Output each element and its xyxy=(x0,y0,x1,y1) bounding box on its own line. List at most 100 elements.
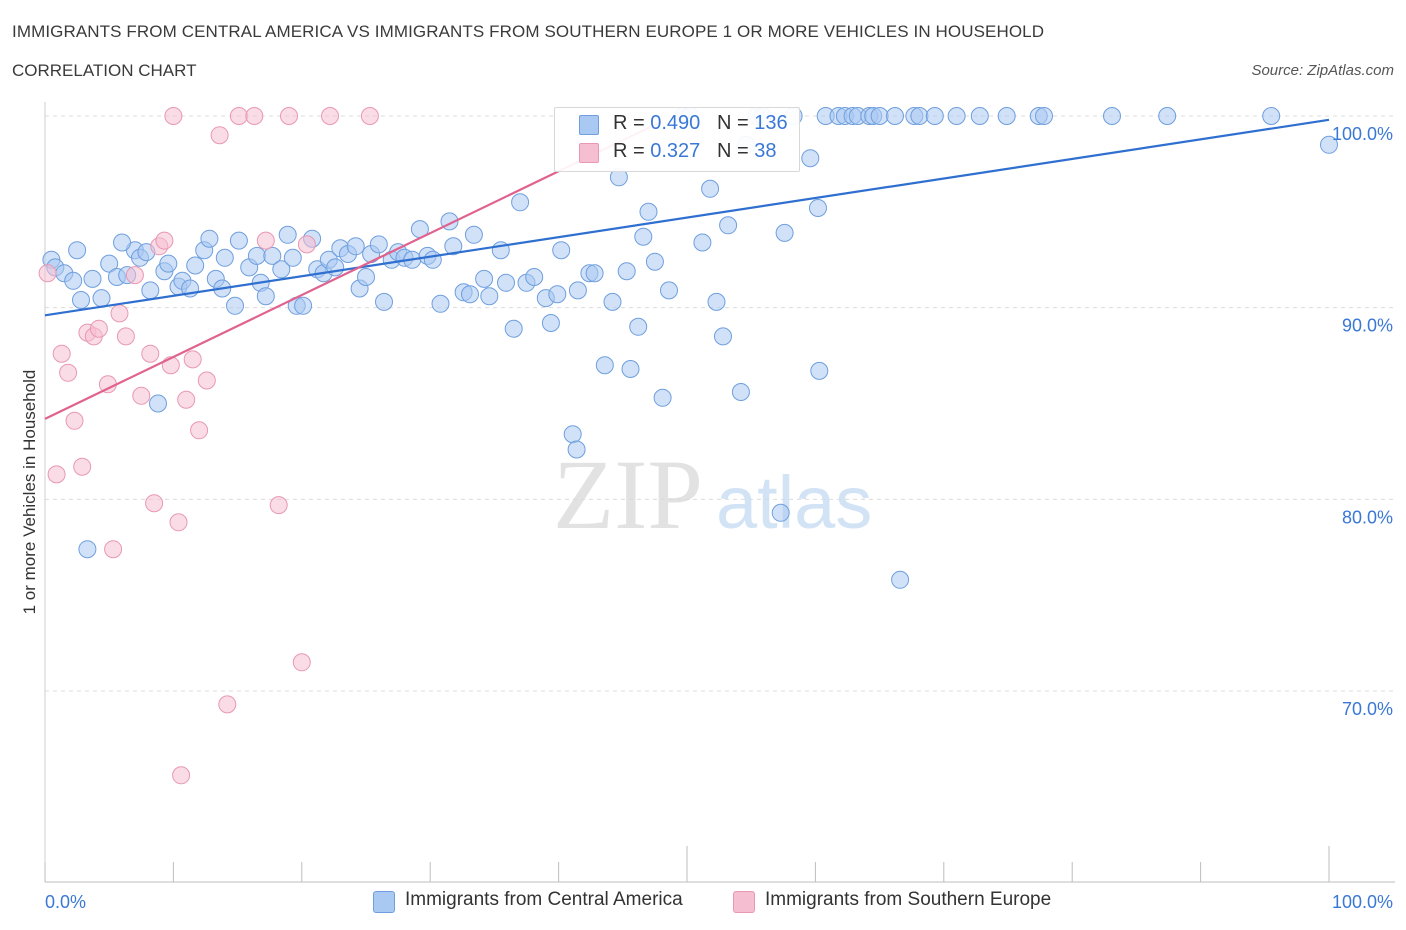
data-point xyxy=(100,254,119,273)
data-point xyxy=(891,570,910,589)
chart-subtitle: CORRELATION CHART xyxy=(12,61,197,80)
data-point xyxy=(229,231,248,250)
data-point xyxy=(164,107,183,125)
data-point xyxy=(113,233,131,252)
series-legend: Immigrants from Central America Immigran… xyxy=(0,889,1406,917)
data-point xyxy=(172,766,191,785)
data-point xyxy=(653,388,672,407)
data-point xyxy=(810,361,829,380)
data-point xyxy=(215,248,234,267)
data-point xyxy=(567,440,586,459)
data-point xyxy=(511,193,530,212)
data-point xyxy=(552,241,571,260)
data-point xyxy=(110,304,129,323)
data-point xyxy=(269,496,288,515)
data-point xyxy=(177,390,196,409)
data-point xyxy=(229,107,248,125)
data-point xyxy=(321,107,339,125)
data-point xyxy=(159,254,178,273)
data-point xyxy=(38,264,57,283)
stats-text: R = 0.490 N = 136 xyxy=(613,112,788,135)
data-point xyxy=(47,465,66,484)
data-point xyxy=(910,107,929,125)
data-point xyxy=(72,291,90,309)
r-value: 0.327 xyxy=(650,140,701,162)
data-point xyxy=(357,268,375,286)
data-point xyxy=(480,287,499,306)
data-point xyxy=(444,237,463,256)
n-value: 38 xyxy=(754,140,777,162)
swatch-pink xyxy=(579,143,599,163)
data-point xyxy=(548,285,567,304)
data-point xyxy=(603,292,622,311)
data-point xyxy=(563,425,582,444)
data-point xyxy=(141,281,160,300)
data-point xyxy=(541,314,560,332)
data-point xyxy=(278,225,297,244)
series-southern-europe xyxy=(38,107,379,785)
data-point xyxy=(504,319,523,338)
data-point xyxy=(68,241,87,260)
data-point xyxy=(245,107,264,125)
data-point xyxy=(132,386,151,405)
y-tick-label: 100.0% xyxy=(1332,124,1393,144)
data-point xyxy=(1103,107,1121,125)
chart-title: IMMIGRANTS FROM CENTRAL AMERICA VS IMMIG… xyxy=(12,22,1045,41)
legend-label: Immigrants from Central America xyxy=(405,889,683,910)
data-point xyxy=(280,107,298,125)
trend-line-central-america xyxy=(44,118,1330,317)
data-point xyxy=(73,457,92,476)
data-point xyxy=(294,296,313,315)
n-label: N = xyxy=(716,112,755,134)
data-point xyxy=(169,513,188,532)
data-point xyxy=(693,233,712,252)
data-point xyxy=(947,107,966,125)
data-point xyxy=(226,296,244,315)
data-point xyxy=(660,281,678,300)
data-point xyxy=(1035,107,1053,125)
data-point xyxy=(1158,107,1177,125)
data-point xyxy=(149,394,167,413)
data-point xyxy=(645,252,664,271)
data-point xyxy=(210,126,229,145)
data-point xyxy=(731,383,750,401)
data-point xyxy=(141,344,160,363)
data-point xyxy=(525,268,544,286)
data-point xyxy=(200,229,219,248)
y-axis-label: 1 or more Vehicles in Household xyxy=(20,370,39,615)
data-point xyxy=(719,216,738,235)
data-point xyxy=(183,350,202,369)
data-point xyxy=(809,199,827,217)
data-point xyxy=(52,344,71,363)
data-point xyxy=(297,235,316,254)
data-point xyxy=(83,269,102,288)
data-point xyxy=(585,264,604,283)
legend-swatch-blue xyxy=(373,891,395,913)
data-point xyxy=(775,223,794,242)
data-point xyxy=(475,269,494,288)
data-point xyxy=(256,231,275,250)
data-point xyxy=(78,540,97,559)
data-point xyxy=(92,289,111,308)
stats-text: R = 0.327 N = 38 xyxy=(613,140,788,163)
data-point xyxy=(707,292,726,311)
legend-label: Immigrants from Southern Europe xyxy=(765,889,1052,910)
x-tick-label: 0.0% xyxy=(45,892,86,912)
data-point xyxy=(116,327,135,346)
stats-legend: R = 0.490 N = 136 R = 0.327 N = 38 xyxy=(554,107,800,172)
data-point xyxy=(497,273,515,292)
watermark: ZIP atlas xyxy=(553,439,872,550)
data-point xyxy=(629,317,648,336)
data-point xyxy=(886,107,904,125)
data-point xyxy=(634,227,653,246)
data-point xyxy=(292,653,311,672)
data-point xyxy=(326,258,345,277)
data-point xyxy=(701,179,720,198)
data-point xyxy=(125,266,144,285)
watermark-atlas: atlas xyxy=(716,461,872,544)
data-point xyxy=(970,107,989,125)
data-point xyxy=(360,107,379,125)
data-point xyxy=(145,494,164,513)
data-point xyxy=(997,107,1016,125)
